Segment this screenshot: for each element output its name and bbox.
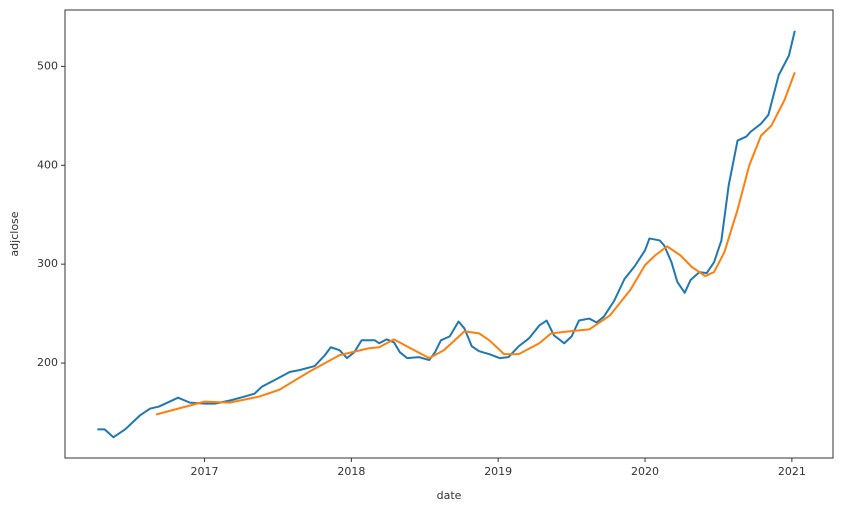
y-axis-label: adjclose	[8, 211, 21, 256]
y-tick-label: 500	[37, 59, 58, 72]
y-tick-label: 300	[37, 257, 58, 270]
data-line	[155, 71, 796, 416]
x-tick-label: 2020	[631, 465, 659, 478]
plot-frame	[64, 9, 834, 459]
x-tick-label: 2018	[337, 465, 365, 478]
data-line	[97, 30, 796, 439]
x-tick-label: 2017	[191, 465, 219, 478]
x-tick-label: 2021	[778, 465, 806, 478]
x-axis-label: date	[437, 489, 462, 502]
y-tick-label: 200	[37, 356, 58, 369]
y-tick-label: 400	[37, 158, 58, 171]
x-tick-label: 2019	[484, 465, 512, 478]
